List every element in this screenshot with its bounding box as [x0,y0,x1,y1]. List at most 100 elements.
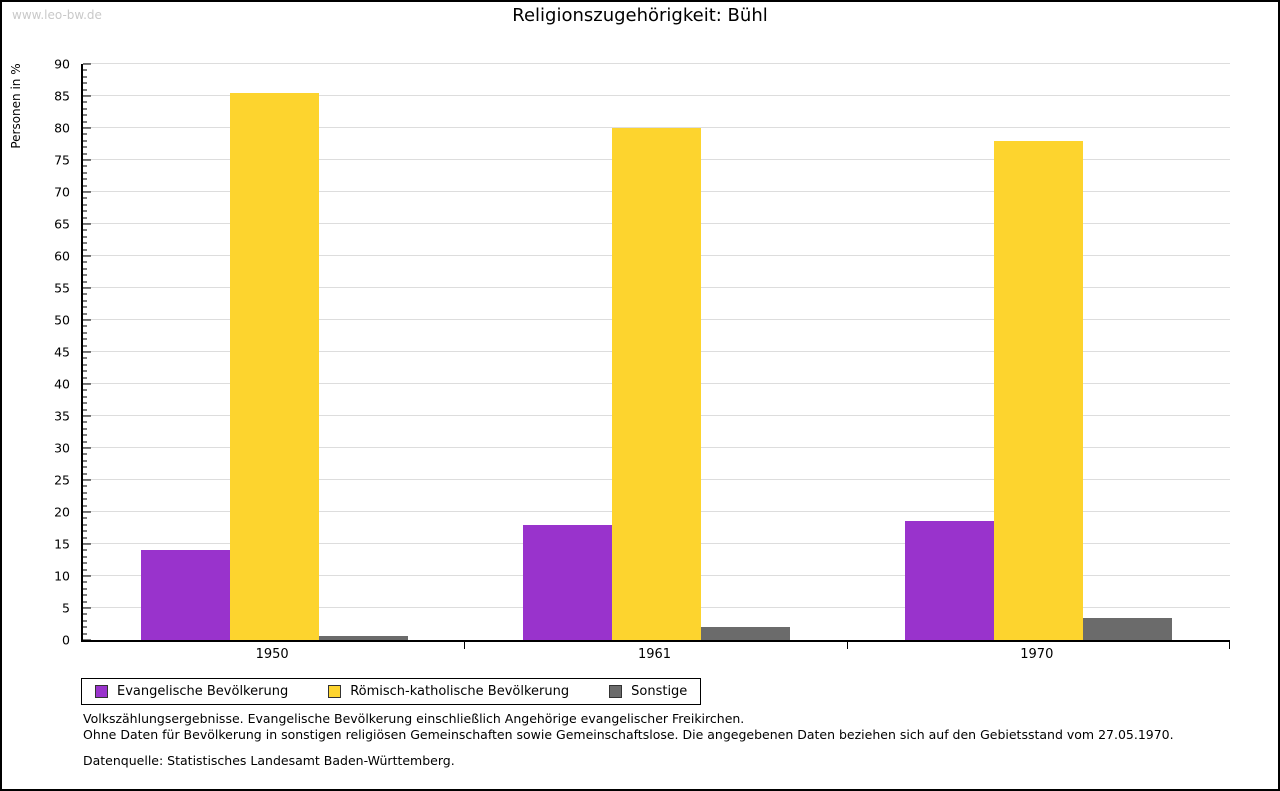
plot-area [81,63,1230,649]
y-major-tick [83,447,91,449]
bar [1083,617,1173,640]
x-tick-label: 1970 [1020,647,1054,662]
y-tick-label: 20 [54,503,70,519]
y-minor-tick [83,261,87,263]
y-minor-tick [83,153,87,155]
y-minor-tick [83,101,87,103]
legend-item: Evangelische Bevölkerung [95,684,288,699]
x-axis-labels: 1950 1961 1970 [81,647,1228,662]
y-minor-tick [83,524,87,526]
bar-group [83,64,465,640]
y-minor-tick [83,588,87,590]
gridline [83,127,1230,128]
legend-swatch [609,685,623,698]
y-minor-tick [83,178,87,180]
y-major-tick [83,95,91,97]
y-major-tick [83,351,91,353]
y-tick-label: 5 [62,599,70,615]
y-minor-tick [83,453,87,455]
y-minor-tick [83,517,87,519]
y-major-tick [83,191,91,193]
y-minor-tick [83,76,87,78]
y-minor-tick [83,505,87,507]
y-minor-tick [83,140,87,142]
y-minor-tick [83,498,87,500]
y-minor-tick [83,281,87,283]
y-minor-tick [83,236,87,238]
y-tick-label: 50 [54,311,70,327]
y-minor-tick [83,460,87,462]
footnote-line-2: Ohne Daten für Bevölkerung in sonstigen … [83,726,1174,742]
y-minor-tick [83,357,87,359]
y-minor-tick [83,217,87,219]
y-minor-tick [83,530,87,532]
y-tick-label: 40 [54,375,70,391]
x-boundary-tick [1229,642,1230,649]
footnote-line-1: Volkszählungsergebnisse. Evangelische Be… [83,711,745,726]
gridline [83,95,1230,96]
chart-title: Religionszugehörigkeit: Bühl [512,5,768,26]
y-minor-tick [83,620,87,622]
legend-swatch [95,685,108,698]
y-minor-tick [83,556,87,558]
bar [140,550,230,640]
y-major-tick [83,159,91,161]
gridline [83,63,1230,64]
bar [994,140,1084,640]
y-minor-tick [83,338,87,340]
y-minor-tick [83,389,87,391]
y-minor-tick [83,165,87,167]
y-tick-label: 55 [54,279,70,295]
y-tick-label: 0 [62,631,70,647]
y-minor-tick [83,633,87,635]
y-minor-tick [83,133,87,135]
x-tick-label: 1961 [637,647,672,662]
y-tick-label: 15 [54,535,70,551]
bar [611,128,701,640]
y-minor-tick [83,89,87,91]
y-major-tick [83,287,91,289]
y-minor-tick [83,108,87,110]
y-tick-label: 75 [54,151,70,167]
y-minor-tick [83,332,87,334]
y-minor-tick [83,434,87,436]
y-minor-tick [83,82,87,84]
y-minor-tick [83,594,87,596]
y-minor-tick [83,562,87,564]
x-tick-label: 1950 [255,647,289,662]
y-minor-tick [83,300,87,302]
y-major-tick [83,319,91,321]
y-major-tick [83,223,91,225]
legend-item: Sonstige [609,684,687,699]
y-minor-tick [83,325,87,327]
y-tick-label: 70 [54,183,70,199]
bar [522,525,612,640]
y-tick-label: 65 [54,215,70,231]
y-tick-label: 35 [54,407,70,423]
y-minor-tick [83,121,87,123]
y-minor-tick [83,377,87,379]
y-minor-tick [83,313,87,315]
legend-item: Römisch-katholische Bevölkerung [328,684,569,699]
y-major-tick [83,63,91,65]
legend-box: Evangelische Bevölkerung Römisch-katholis… [81,678,702,705]
y-major-tick [83,383,91,385]
legend-label: Römisch-katholische Bevölkerung [350,684,570,699]
y-tick-label: 90 [54,55,70,71]
y-tick-label: 80 [54,119,70,135]
bar-groups [83,64,1230,640]
y-minor-tick [83,268,87,270]
bar-group [465,64,847,640]
y-minor-tick [83,69,87,71]
y-minor-tick [83,185,87,187]
legend-label: Evangelische Bevölkerung [117,684,289,699]
y-major-tick [83,639,91,641]
y-major-tick [83,127,91,129]
legend-swatch [328,685,342,698]
bar [700,626,790,640]
bar [318,636,408,640]
y-major-tick [83,415,91,417]
y-minor-tick [83,204,87,206]
y-minor-tick [83,492,87,494]
y-minor-tick [83,370,87,372]
